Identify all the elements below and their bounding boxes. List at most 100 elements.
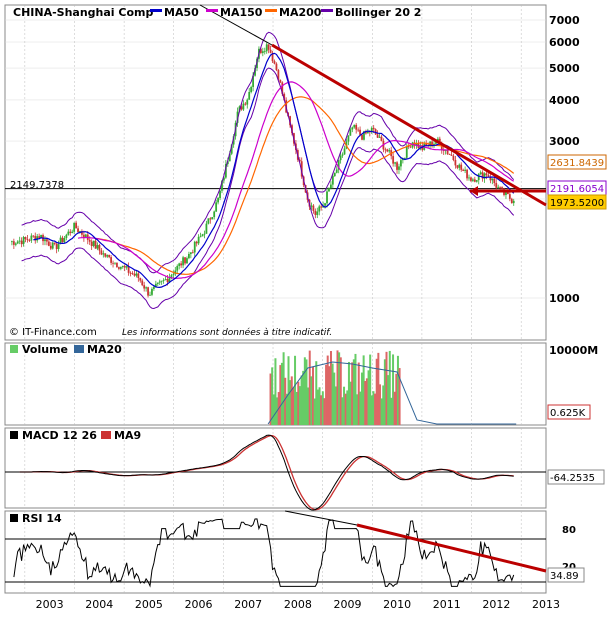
price-tag-ma200-box [547,154,607,170]
legend-label-volume: Volume [22,343,68,356]
candle-body [77,228,79,233]
volume-bar [285,393,288,425]
legend-swatch-volume [10,345,18,353]
candle-body [172,274,175,276]
candle-body [401,158,404,161]
legend-label-vol-ma20: MA20 [87,343,122,356]
candle-body [359,129,361,135]
candle-body [501,187,503,189]
candle-body [116,262,118,268]
volume-bar [392,354,395,425]
volume-bar [289,380,292,425]
rsi-last-box [547,567,585,583]
candle-body [477,174,480,181]
candle-body [67,231,70,235]
legend-swatch-macd [10,431,18,439]
macd-last-box [547,469,605,485]
candle-body [365,131,367,134]
volume-bar [347,361,350,425]
candle-body [273,61,276,64]
volume-bar [375,358,378,425]
volume-bar [297,381,300,425]
candle-body [160,280,163,282]
macd-panel: MACD 12 26 MA9 -64.2535 [4,427,605,511]
candle-body [458,164,461,168]
candle-body [176,265,179,271]
candle-body [221,180,223,191]
volume-bar [279,365,282,425]
x-tick-label: 2003 [36,598,64,611]
main-copyright: © IT-Finance.com [9,327,97,338]
volume-bar [343,386,346,425]
volume-bar [307,387,310,425]
main-trendline [271,43,547,207]
candle-body [351,127,354,130]
candle-body [252,75,254,87]
volume-bar [326,355,329,425]
candle-body [485,173,488,175]
candle-body [464,169,467,171]
candle-body [143,285,146,289]
price-tags: 2631.8439 2191.6054 1973.5200 [547,154,607,210]
volume-bar [396,355,399,425]
candle-body [246,99,249,105]
candle-body [11,241,13,243]
x-tick-label: 2010 [383,598,411,611]
volume-bar [318,387,321,425]
candle-body [20,240,23,245]
candle-body [110,257,113,263]
candle-body [431,141,433,147]
candle-body [219,190,221,199]
candle-body [326,191,328,204]
candle-body [102,253,105,255]
legend-swatch-vol-ma20 [74,345,84,353]
volume-bar [349,381,352,425]
volume-bar [282,352,285,425]
candle-body [207,218,210,224]
candle-body [119,266,122,269]
volume-bar [269,373,272,425]
volume-bar [359,391,362,425]
candle-body [34,236,37,241]
candle-body [341,154,344,156]
candle-body [154,283,157,287]
volume-bar [300,375,303,425]
legend-label-ma200: MA200 [279,6,322,19]
volume-bar [295,391,298,425]
candle-body [158,281,161,283]
volume-bar [370,395,373,425]
volume-bar [274,358,277,425]
candle-body [415,143,418,146]
candle-body [57,244,60,250]
candle-body [203,233,206,235]
price-tag-bollinger: 2191.6054 [550,184,604,195]
candle-body [386,149,389,152]
candle-body [448,154,451,155]
candle-body [152,286,155,289]
candle-body [94,240,97,249]
volume-bar [372,391,375,425]
x-tick-label: 2007 [234,598,262,611]
main-title: CHINA-Shanghai Comp [13,6,153,19]
candle-body [357,129,360,131]
candle-body [92,240,95,247]
volume-bar [390,397,393,425]
candle-body [505,191,507,195]
rsi-line [13,518,515,588]
candle-body [28,240,31,241]
candle-body [454,159,457,166]
legend-label-ma150: MA150 [220,6,263,19]
candle-body [61,237,64,243]
candle-body [450,154,453,156]
candle-body [259,48,262,53]
candle-body [335,169,338,173]
volume-bar [315,361,318,425]
volume-bar [333,372,336,425]
volume-bar [298,386,301,425]
candle-body [112,262,114,264]
candle-body [149,294,151,296]
candle-body [44,239,46,242]
volume-bar [393,391,396,425]
candle-body [236,111,239,123]
candle-body [495,183,498,188]
